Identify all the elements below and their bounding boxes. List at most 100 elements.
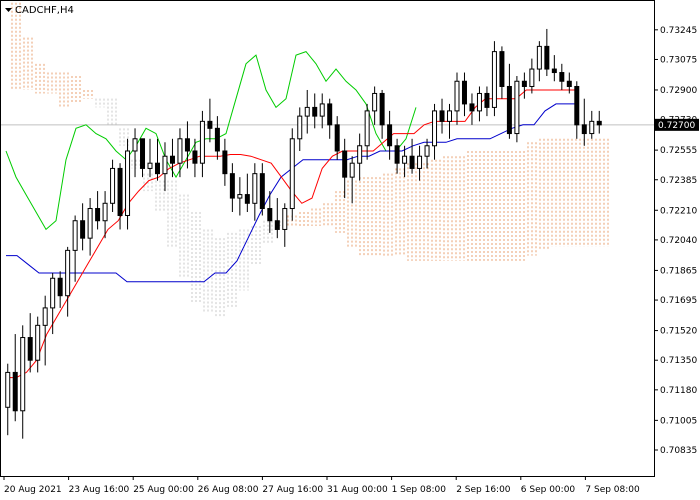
candle — [184, 121, 190, 169]
y-tick-label: 0.73075 — [660, 55, 697, 65]
bull-candle-body — [424, 145, 430, 157]
bull-candle-body — [162, 155, 168, 175]
bear-candle-body — [222, 150, 228, 175]
bear-candle-body — [312, 106, 318, 117]
candle — [349, 156, 355, 204]
bull-candle-body — [372, 92, 378, 112]
candle — [110, 159, 116, 213]
bear-candle-body — [334, 124, 340, 152]
bull-candle-body — [87, 208, 93, 239]
bull-candle-body — [454, 80, 460, 112]
bull-candle-body — [357, 145, 363, 164]
candle — [469, 93, 475, 125]
candle — [259, 163, 265, 216]
y-tick-label: 0.72900 — [660, 86, 697, 96]
candle — [57, 271, 63, 308]
bull-candle-body — [5, 371, 11, 408]
bear-candle-body — [559, 72, 565, 82]
bear-candle-body — [57, 277, 63, 297]
y-tick-label: 0.71350 — [660, 356, 697, 366]
candle — [364, 103, 370, 160]
y-tick-label: 0.71180 — [660, 386, 697, 396]
candle — [357, 133, 363, 181]
bear-candle-body — [484, 92, 490, 108]
bull-candle-body — [110, 167, 116, 204]
bull-candle-body — [447, 110, 453, 122]
candle — [544, 28, 550, 77]
candle — [574, 81, 580, 139]
bull-candle-body — [491, 51, 497, 108]
ichimoku-cloud — [11, 2, 609, 317]
y-tick-label: 0.71865 — [660, 266, 697, 276]
bull-candle-body — [402, 155, 408, 164]
bear-candle-body — [506, 85, 512, 135]
candle — [432, 103, 438, 160]
candle — [596, 110, 602, 134]
bear-candle-body — [229, 173, 235, 199]
bear-candle-body — [581, 124, 587, 135]
candle — [252, 163, 258, 221]
candle — [521, 72, 527, 99]
candle — [312, 93, 318, 129]
candle — [267, 191, 273, 233]
x-tick-label: 7 Sep 08:00 — [585, 485, 640, 495]
candle — [125, 138, 131, 230]
bear-candle-body — [566, 80, 572, 87]
candle — [162, 142, 168, 192]
candle — [439, 98, 445, 134]
bear-candle-body — [439, 110, 445, 122]
bear-candle-body — [274, 220, 280, 230]
candle — [447, 103, 453, 139]
candle — [484, 86, 490, 117]
bear-candle-body — [184, 138, 190, 152]
y-tick-label: 0.72555 — [660, 146, 697, 156]
candle — [80, 203, 86, 251]
bear-candle-body — [267, 208, 273, 222]
bull-candle-body — [42, 307, 48, 326]
bear-candle-body — [409, 155, 415, 169]
candle — [35, 316, 41, 373]
bull-candle-body — [199, 120, 205, 164]
x-tick-label: 2 Sep 16:00 — [456, 485, 511, 495]
candle — [244, 173, 250, 213]
bull-candle-body — [125, 150, 131, 217]
candle — [87, 198, 93, 256]
price-tag-bg — [655, 118, 699, 131]
candle — [27, 313, 33, 373]
price-tag: 0.72700 — [655, 118, 699, 131]
candle — [50, 273, 56, 335]
bull-candle-body — [417, 155, 423, 169]
bear-candle-body — [169, 155, 175, 164]
bear-candle-body — [207, 120, 213, 129]
y-tick-label: 0.70835 — [660, 446, 697, 456]
candle — [394, 138, 400, 174]
bull-candle-body — [252, 173, 258, 204]
bull-candle-body — [589, 120, 595, 135]
candle — [304, 89, 310, 134]
candle — [229, 163, 235, 213]
bear-candle-body — [192, 150, 198, 164]
candle — [372, 86, 378, 125]
candle — [387, 110, 393, 160]
x-tick-label: 31 Aug 00:00 — [327, 485, 388, 495]
candle — [117, 163, 123, 230]
bear-candle-body — [469, 103, 475, 112]
bull-candle-body — [132, 138, 138, 152]
bull-candle-body — [72, 220, 78, 251]
price-axis: 0.732450.730750.729000.727300.725550.723… — [654, 26, 697, 456]
y-tick-label: 0.71005 — [660, 416, 697, 426]
candle — [147, 138, 153, 178]
bear-candle-body — [27, 337, 33, 361]
dropdown-arrow-icon[interactable] — [5, 8, 12, 12]
candle — [454, 72, 460, 125]
bull-candle-body — [432, 110, 438, 147]
bull-candle-body — [289, 138, 295, 210]
candle — [72, 215, 78, 282]
bear-candle-body — [327, 103, 333, 126]
bull-candle-body — [50, 277, 56, 309]
bear-candle-body — [80, 220, 86, 239]
candle — [566, 72, 572, 94]
candle — [551, 55, 557, 82]
candle — [65, 246, 71, 317]
